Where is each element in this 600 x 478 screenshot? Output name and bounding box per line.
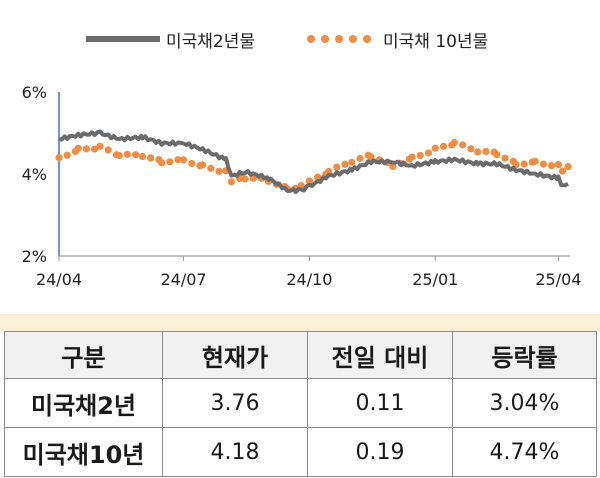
legend-solid-swatch [86,36,160,42]
series-10y-point [493,151,501,159]
series-10y-point [132,151,140,159]
series-10y-point [82,145,90,153]
series-10y-point [482,147,490,156]
series-10y-point [207,164,215,172]
series-10y-point [104,146,112,154]
series-10y-point [179,156,188,164]
series-10y-point [55,154,63,162]
row-label: 미국채2년 [4,378,163,428]
series-10y-point [459,141,467,149]
x-tick-label: 24/07 [160,270,206,289]
series-10y-point [63,151,71,159]
table-row: 미국채2년 3.76 0.11 3.04% [4,378,597,428]
series-10y-point [341,160,349,168]
series-10y-point [439,142,448,150]
series-10y-point [539,160,547,168]
row-label: 미국채10년 [4,427,163,477]
series-10y-point [96,142,104,150]
series-10y-point [314,173,322,181]
series-10y-point [166,158,174,166]
series-10y-point [367,153,375,161]
series-10y-point [554,161,563,169]
series-10y-point [558,167,567,175]
series-10y-point [424,149,433,157]
series-10y-point [215,167,223,175]
x-tick-label: 25/04 [535,270,581,289]
cell-change: 0.11 [307,378,453,428]
series-10y-point [408,153,416,161]
series-10y-point [174,156,182,164]
col-header-price: 현재가 [162,331,308,379]
rates-table: 구분 현재가 전일 대비 등락률 미국채2년 3.76 0.11 3.04% 미… [4,331,597,477]
col-header-rate: 등락률 [452,331,597,379]
series-10y-point [158,159,166,167]
legend-item-2y: 미국채2년물 [86,26,255,52]
x-tick-label: 24/10 [286,270,332,289]
decorative-band [0,314,600,332]
legend-label-2y: 미국채2년물 [166,31,256,52]
series-10y-point [531,157,539,165]
series-10y-point [389,162,397,171]
series-10y-point [90,145,99,153]
series-10y-point [431,144,439,152]
cell-change: 0.19 [307,427,453,477]
series-10y-point [115,151,123,160]
y-tick-label: 4% [22,165,47,184]
line-chart: 6% 4% 2% 24/04 24/07 24/10 25/01 25/04 [22,83,582,289]
series-10y-point [450,138,459,147]
series-2y-line [58,129,569,194]
legend-label-10y: 미국채 10년물 [383,31,489,52]
chart-area: 미국채2년물 미국채 10년물 6% 4% 2% 24/04 24/07 24/10 25/… [0,26,600,290]
cell-rate: 4.74% [452,427,597,477]
series-10y-point [241,175,249,183]
series-10y-point [501,154,509,162]
series-10y-point [74,144,82,152]
series-10y-point [356,154,364,162]
series-10y-point [474,148,482,156]
series-10y-point [227,178,236,186]
series-10y-point [348,158,356,166]
table-header-row: 구분 현재가 전일 대비 등락률 [4,331,597,379]
series-10y-point [123,150,132,158]
series-10y-point [333,163,341,171]
cell-price: 4.18 [162,427,308,477]
series-10y-point [564,163,572,171]
x-tick-label: 24/04 [36,270,82,289]
legend-item-10y: 미국채 10년물 [307,26,488,52]
col-header-change: 전일 대비 [307,331,453,379]
series-10y-point [416,151,424,160]
series-10y-point [138,152,147,161]
legend: 미국채2년물 미국채 10년물 [0,26,600,52]
col-header-category: 구분 [4,331,163,379]
series-10y-point [467,145,475,153]
series-10y-point [520,160,528,168]
series-10y-point [147,154,155,162]
legend-dotted-swatch [307,35,377,43]
series-10y-point [547,162,556,170]
series-10y-point [199,161,207,169]
table-row: 미국채10년 4.18 0.19 4.74% [4,427,597,477]
y-tick-label: 2% [22,247,47,266]
series-10y-point [188,159,196,168]
cell-rate: 3.04% [452,378,597,428]
y-tick-label: 6% [22,83,47,102]
x-tick-label: 25/01 [412,270,458,289]
series-10y-point [305,177,313,185]
cell-price: 3.76 [162,378,308,428]
